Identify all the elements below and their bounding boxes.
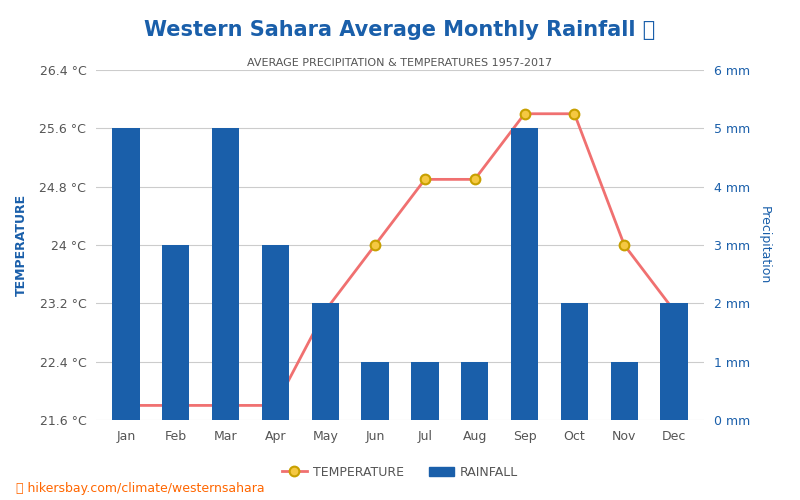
Bar — [561, 304, 588, 420]
Bar — [112, 128, 140, 420]
Text: Western Sahara Average Monthly Rainfall 🌧: Western Sahara Average Monthly Rainfall … — [144, 20, 656, 40]
Y-axis label: Precipitation: Precipitation — [758, 206, 771, 284]
Bar — [162, 245, 190, 420]
Bar — [411, 362, 438, 420]
Bar — [610, 362, 638, 420]
Bar — [362, 362, 389, 420]
Legend: TEMPERATURE, RAINFALL: TEMPERATURE, RAINFALL — [277, 461, 523, 484]
Bar — [262, 245, 289, 420]
Text: 📍 hikersbay.com/climate/westernsahara: 📍 hikersbay.com/climate/westernsahara — [16, 482, 265, 495]
Bar — [511, 128, 538, 420]
Y-axis label: TEMPERATURE: TEMPERATURE — [15, 194, 28, 296]
Bar — [311, 304, 339, 420]
Text: AVERAGE PRECIPITATION & TEMPERATURES 1957-2017: AVERAGE PRECIPITATION & TEMPERATURES 195… — [247, 58, 553, 68]
Bar — [660, 304, 688, 420]
Bar — [461, 362, 489, 420]
Bar — [212, 128, 239, 420]
